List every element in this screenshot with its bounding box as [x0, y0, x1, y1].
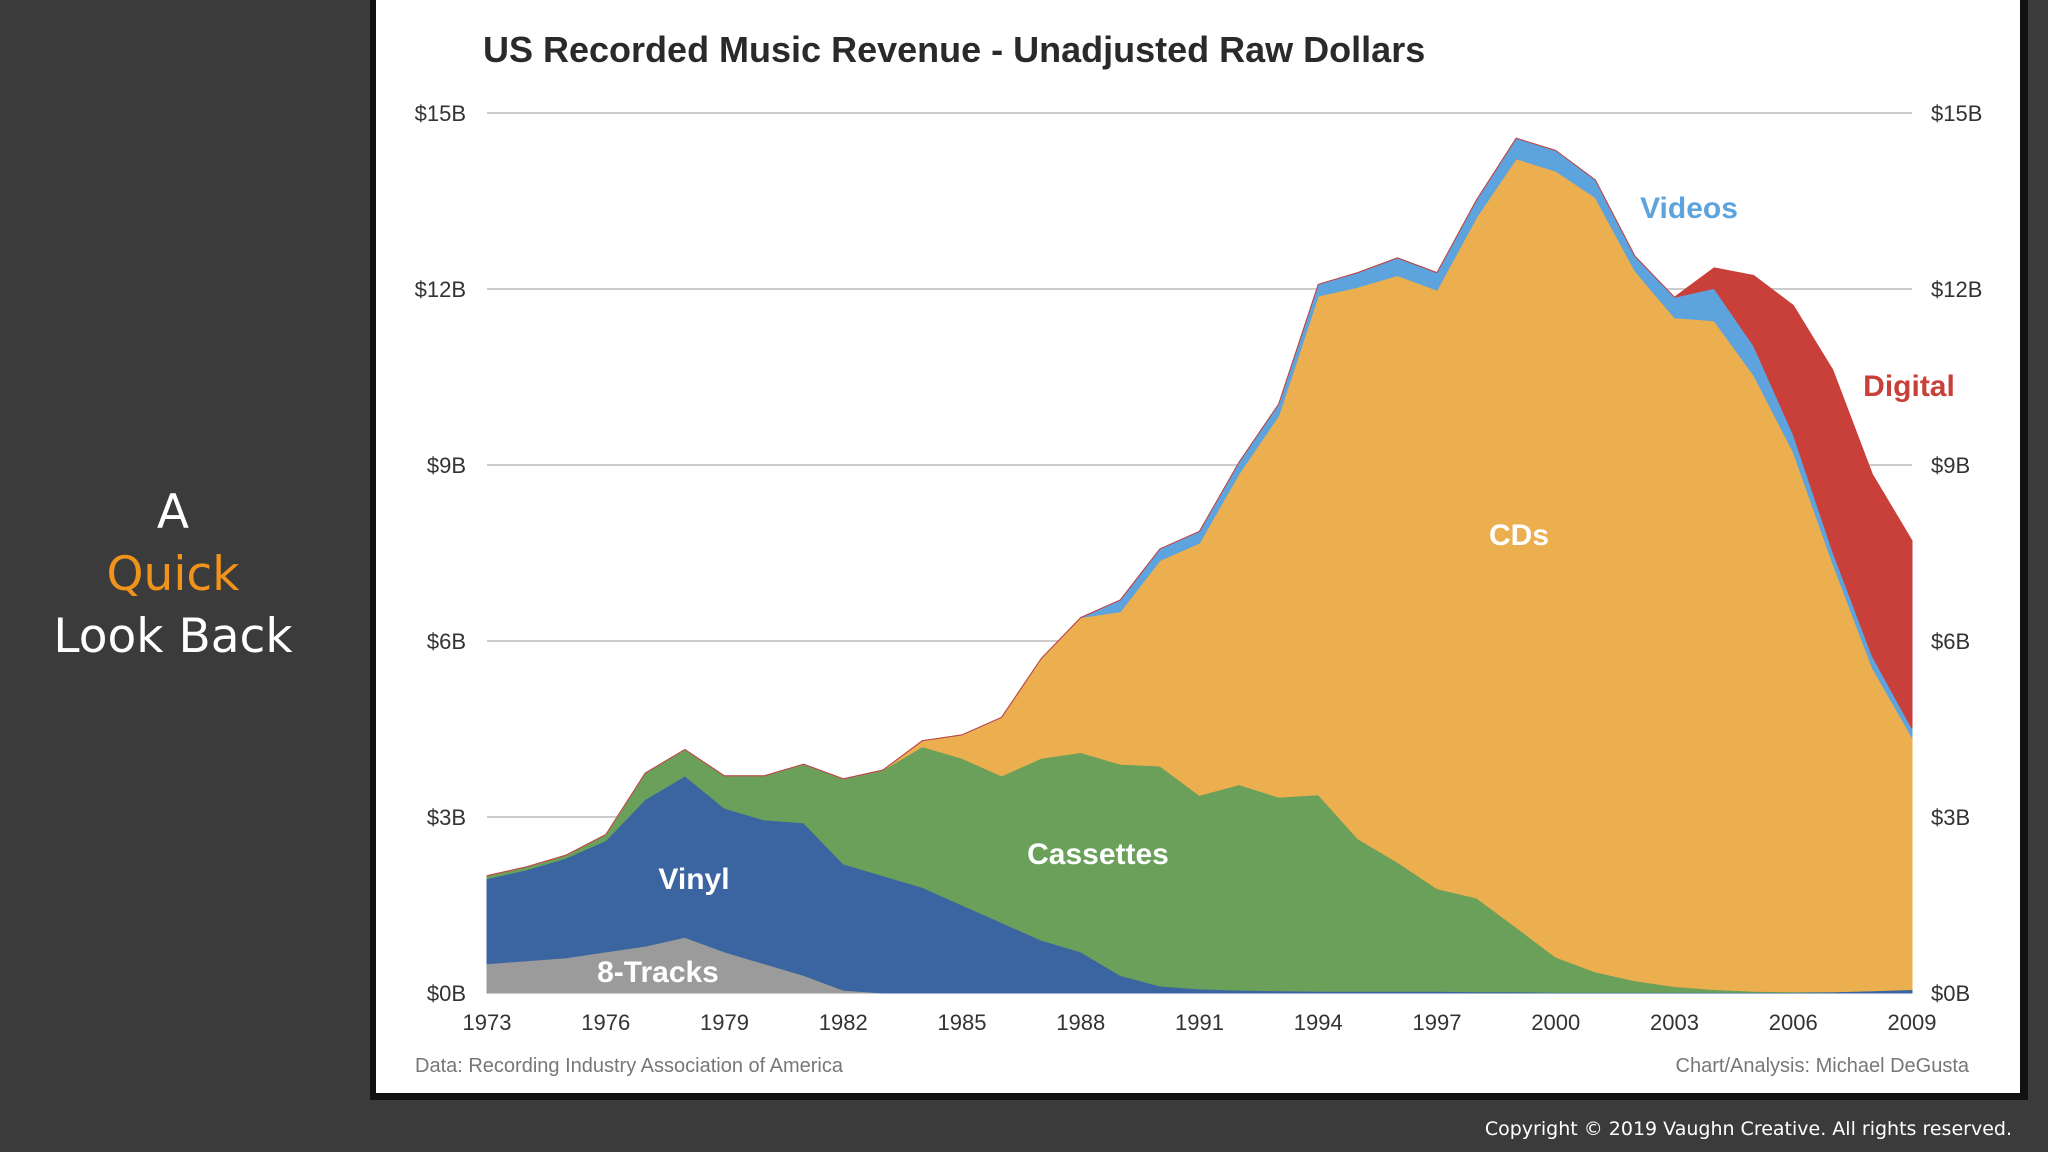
x-tick-label: 2009 [1888, 1010, 1937, 1035]
y-tick-label-left: $12B [415, 277, 466, 302]
copyright-notice: Copyright © 2019 Vaughn Creative. All ri… [1484, 1118, 2012, 1140]
y-tick-label-right: $6B [1931, 629, 1970, 654]
slide-title-line-3: Look Back [53, 609, 293, 664]
series-label-8-tracks: 8-Tracks [597, 956, 719, 989]
y-tick-label-left: $15B [415, 101, 466, 126]
chart-frame: US Recorded Music Revenue - Unadjusted R… [370, 0, 2028, 1100]
x-tick-label: 1982 [819, 1010, 868, 1035]
y-tick-label-right: $15B [1931, 101, 1982, 126]
slide-title: A Quick Look Back [0, 482, 346, 668]
x-tick-label: 1991 [1175, 1010, 1224, 1035]
x-tick-label: 1985 [938, 1010, 987, 1035]
slide-title-line-2: Quick [106, 547, 240, 602]
series-label-videos: Videos [1640, 192, 1738, 225]
y-tick-label-left: $6B [427, 629, 466, 654]
x-tick-label: 2000 [1531, 1010, 1580, 1035]
x-tick-label: 2006 [1769, 1010, 1818, 1035]
series-label-cds: CDs [1489, 519, 1549, 552]
series-label-digital: Digital [1863, 370, 1955, 403]
y-tick-label-left: $3B [427, 805, 466, 830]
slide-title-line-1: A [156, 485, 190, 540]
revenue-chart: US Recorded Music Revenue - Unadjusted R… [415, 29, 1983, 1077]
area-digital [486, 137, 1913, 877]
x-tick-label: 1979 [700, 1010, 749, 1035]
y-axis-left-ticks: $0B $3B $6B $9B $12B $15B [415, 101, 466, 1006]
credit-note: Chart/Analysis: Michael DeGusta [1676, 1055, 1970, 1077]
x-tick-label: 1997 [1413, 1010, 1462, 1035]
series-label-cassettes: Cassettes [1027, 838, 1169, 871]
series-label-vinyl: Vinyl [658, 863, 729, 896]
y-tick-label-right: $9B [1931, 453, 1970, 478]
y-tick-label-right: $0B [1931, 981, 1970, 1006]
x-tick-label: 1973 [463, 1010, 512, 1035]
y-tick-label-left: $0B [427, 981, 466, 1006]
x-tick-label: 1976 [581, 1010, 630, 1035]
area-series [486, 137, 1913, 994]
chart-panel: US Recorded Music Revenue - Unadjusted R… [376, 0, 2020, 1093]
y-tick-label-right: $12B [1931, 277, 1982, 302]
y-tick-label-right: $3B [1931, 805, 1970, 830]
y-tick-label-left: $9B [427, 453, 466, 478]
x-tick-label: 1988 [1056, 1010, 1105, 1035]
x-axis-ticks: 1973 1976 1979 1982 1985 1988 1991 1994 1997 2000… [463, 1010, 1937, 1035]
source-note: Data: Recording Industry Association of … [415, 1055, 844, 1077]
x-tick-label: 1994 [1294, 1010, 1343, 1035]
chart-title: US Recorded Music Revenue - Unadjusted R… [483, 29, 1425, 70]
x-tick-label: 2003 [1650, 1010, 1699, 1035]
y-axis-right-ticks: $0B $3B $6B $9B $12B $15B [1931, 101, 1982, 1006]
